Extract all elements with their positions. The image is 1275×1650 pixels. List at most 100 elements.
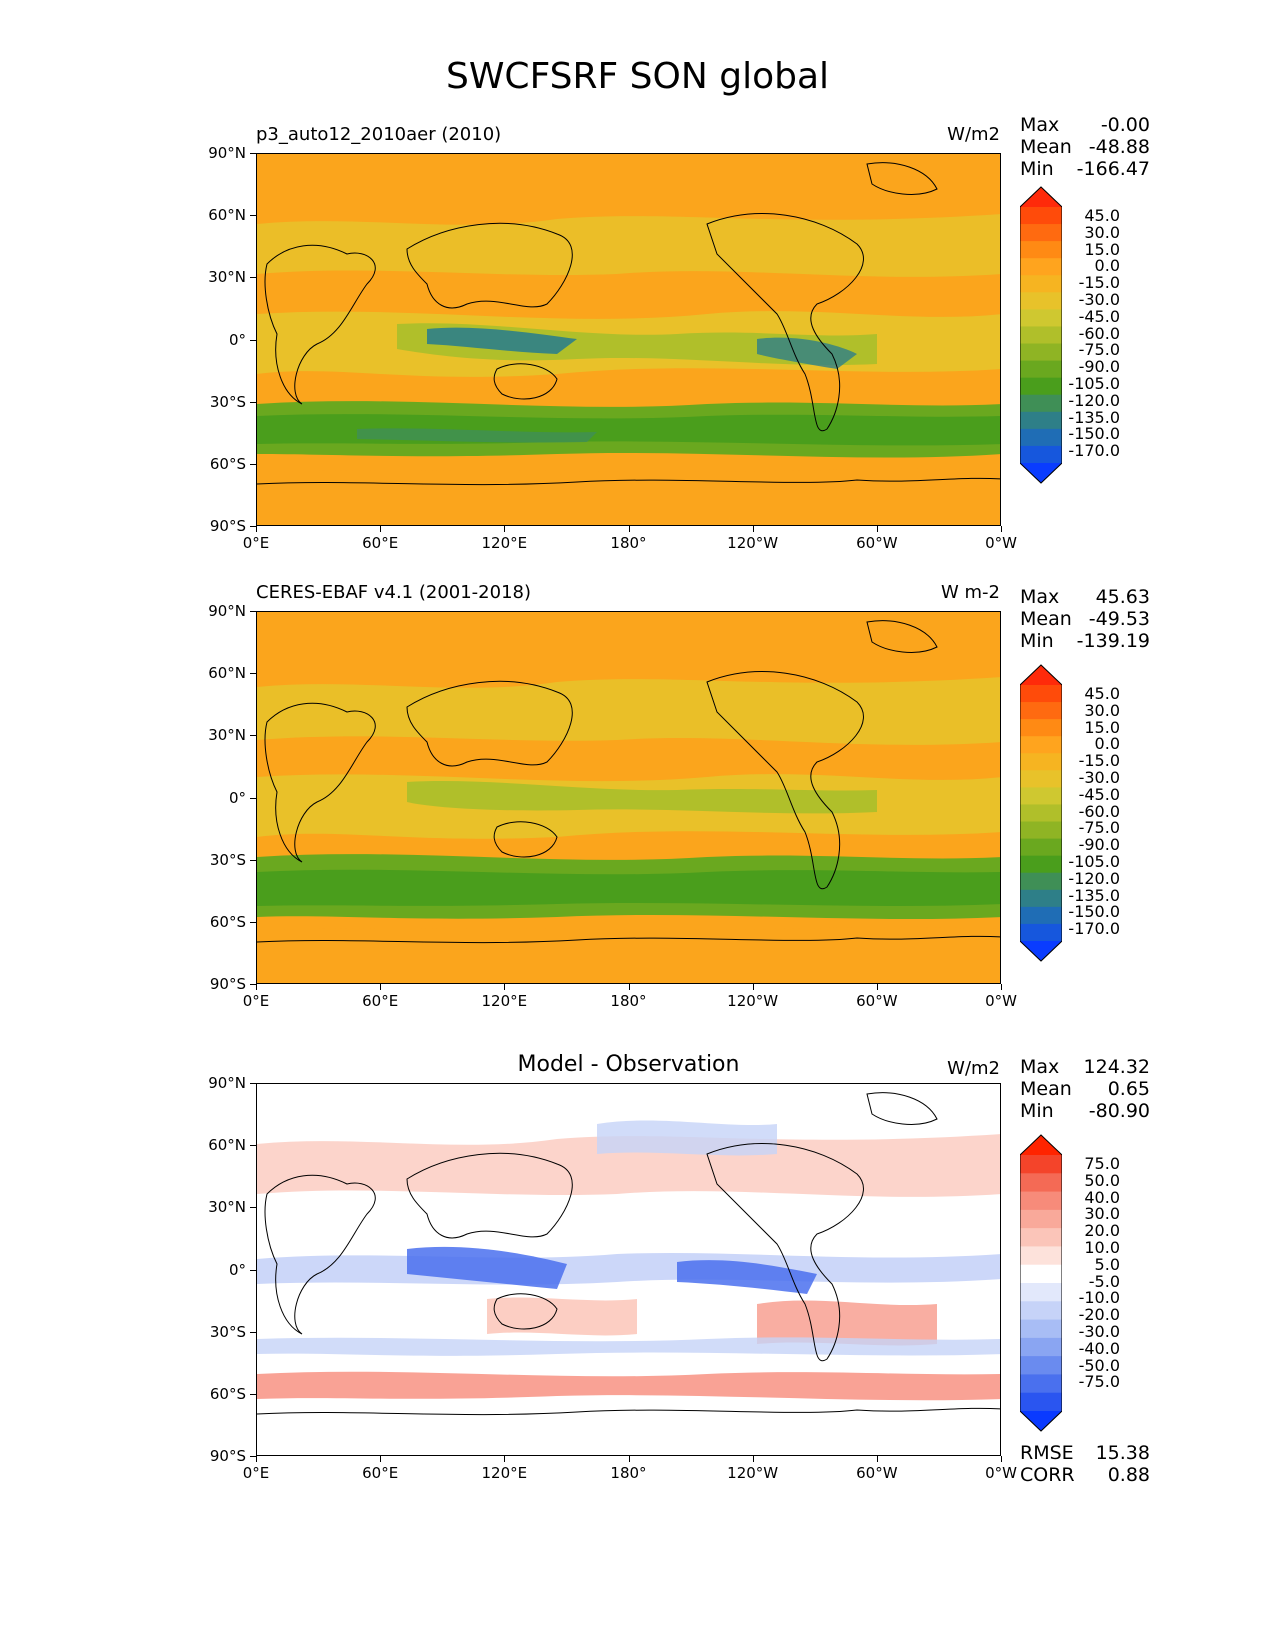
longitude-tick-label: 180° xyxy=(610,992,647,1010)
colorbar-labels-3: 75.0 50.0 40.0 30.0 20.0 10.0 5.0 -5.0 -10.0 -20.… xyxy=(1060,1154,1120,1392)
longitude-tick-mark xyxy=(1001,1456,1002,1462)
colorbar-segment xyxy=(1020,923,1062,942)
colorbar-tick-label: -150.0 xyxy=(1068,424,1120,444)
latitude-tick-label: 0° xyxy=(228,330,246,349)
colorbar-segment xyxy=(1020,326,1062,345)
longitude-tick-mark xyxy=(876,1456,878,1462)
colorbar-segment xyxy=(1020,411,1062,430)
longitude-tick-mark xyxy=(504,984,506,990)
colorbar-segment xyxy=(1020,309,1062,327)
colorbar-extend-bottom xyxy=(1020,463,1062,483)
colorbar-outline xyxy=(1020,1134,1062,1432)
latitude-tick-label: 30°N xyxy=(208,268,246,287)
longitude-tick-mark xyxy=(628,526,630,532)
latitude-tick-mark xyxy=(250,401,256,403)
colorbar-tick-label: -90.0 xyxy=(1078,357,1120,377)
units-label: W/m2 xyxy=(947,124,1000,145)
stat-mean: Mean -48.88 xyxy=(1020,136,1150,158)
colorbar-tick-label: -15.0 xyxy=(1078,751,1120,771)
colorbar-segment xyxy=(1020,1301,1062,1321)
colorbar-tick-label: -30.0 xyxy=(1078,289,1120,309)
longitude-tick-mark xyxy=(628,984,630,990)
colorbar-segment xyxy=(1020,821,1062,840)
colorbar-segment xyxy=(1020,1337,1062,1357)
colorbar-segment xyxy=(1020,804,1062,823)
latitude-tick-label: 0° xyxy=(228,788,246,807)
colorbar-tick-label: -50.0 xyxy=(1078,1355,1120,1375)
colorbar-tick-label: 15.0 xyxy=(1084,717,1120,737)
latitude-tick-mark xyxy=(250,463,256,465)
latitude-tick-mark xyxy=(250,859,256,861)
longitude-tick-label: 0°W xyxy=(985,992,1017,1010)
latitude-tick-mark xyxy=(250,611,256,612)
colorbar-tick-label: 50.0 xyxy=(1084,1170,1120,1190)
longitude-tick-label: 120°W xyxy=(727,1464,779,1482)
latitude-tick-label: 30°S xyxy=(209,392,246,411)
stat-rmse: RMSE 15.38 xyxy=(1020,1442,1150,1464)
colorbar-segment xyxy=(1020,445,1062,464)
colorbar-tick-label: -60.0 xyxy=(1078,323,1120,343)
stat-max: Max -0.00 xyxy=(1020,114,1150,136)
colorbar-outline xyxy=(1020,186,1062,484)
colorbar-segment xyxy=(1020,1191,1062,1211)
latitude-tick-mark xyxy=(250,797,256,799)
colorbar-segment xyxy=(1020,1264,1062,1284)
longitude-tick-mark xyxy=(504,1456,506,1462)
longitude-tick-mark xyxy=(876,526,878,532)
colorbar-tick-label: -135.0 xyxy=(1068,885,1120,905)
map-observation-svg xyxy=(257,612,1000,983)
colorbar-tick-label: 5.0 xyxy=(1094,1254,1120,1274)
colorbar-segment xyxy=(1020,1155,1062,1174)
latitude-tick-label: 30°S xyxy=(209,850,246,869)
longitude-tick-mark xyxy=(380,1456,382,1462)
colorbar-segment xyxy=(1020,719,1062,737)
latitude-tick-mark xyxy=(250,339,256,341)
colorbar-tick-label: 15.0 xyxy=(1084,239,1120,259)
latitude-tick-mark xyxy=(250,526,256,527)
colorbar-segment xyxy=(1020,275,1062,293)
colorbar-segment xyxy=(1020,394,1062,413)
colorbar-segment xyxy=(1020,1319,1062,1339)
longitude-tick-mark xyxy=(256,984,257,990)
longitude-tick-label: 120°E xyxy=(481,992,528,1010)
colorbar-tick-label: -75.0 xyxy=(1078,1372,1120,1392)
stats-block: Max 124.32 Mean 0.65 Min -80.90 xyxy=(1020,1056,1150,1122)
colorbar-tick-label: 75.0 xyxy=(1084,1154,1120,1173)
latitude-tick-mark xyxy=(250,1145,256,1147)
colorbar-3 xyxy=(1020,1134,1062,1432)
colorbar-tick-label: 20.0 xyxy=(1084,1221,1120,1241)
latitude-tick-label: 90°N xyxy=(208,144,246,162)
longitude-tick-mark xyxy=(1001,526,1002,532)
latitude-tick-mark xyxy=(250,1083,256,1084)
colorbar-segment xyxy=(1020,889,1062,908)
colorbar-tick-label: -30.0 xyxy=(1078,1321,1120,1341)
colorbar-segment xyxy=(1020,343,1062,362)
longitude-tick-label: 60°W xyxy=(856,1464,898,1482)
latitude-tick-mark xyxy=(250,1269,256,1271)
colorbar-tick-label: -105.0 xyxy=(1068,851,1120,871)
longitude-tick-label: 60°E xyxy=(362,1464,399,1482)
stat-mean: Mean -49.53 xyxy=(1020,608,1150,630)
colorbar-tick-label: 10.0 xyxy=(1084,1237,1120,1257)
colorbar-segment xyxy=(1020,702,1062,720)
stats-block: Max 45.63 Mean -49.53 Min -139.19 xyxy=(1020,586,1150,652)
colorbar-tick-label: -45.0 xyxy=(1078,306,1120,326)
colorbar-segment xyxy=(1020,292,1062,310)
colorbar-tick-label: -10.0 xyxy=(1078,1288,1120,1308)
stat-max: Max 124.32 xyxy=(1020,1056,1150,1078)
colorbar-tick-label: -30.0 xyxy=(1078,767,1120,787)
stat-min: Min -80.90 xyxy=(1020,1100,1150,1122)
colorbar-outline xyxy=(1020,664,1062,962)
latitude-tick-label: 30°N xyxy=(208,1198,246,1217)
map-observation xyxy=(256,611,1001,984)
latitude-tick-label: 60°S xyxy=(209,454,246,473)
longitude-tick-mark xyxy=(628,1456,630,1462)
colorbar-segment xyxy=(1020,855,1062,874)
colorbar-tick-label: -105.0 xyxy=(1068,373,1120,393)
latitude-tick-mark xyxy=(250,153,256,154)
map-model xyxy=(256,153,1001,526)
latitude-tick-label: 60°S xyxy=(209,912,246,931)
colorbar-segment xyxy=(1020,906,1062,925)
latitude-tick-label: 60°N xyxy=(208,664,246,683)
stat-max: Max 45.63 xyxy=(1020,586,1150,608)
